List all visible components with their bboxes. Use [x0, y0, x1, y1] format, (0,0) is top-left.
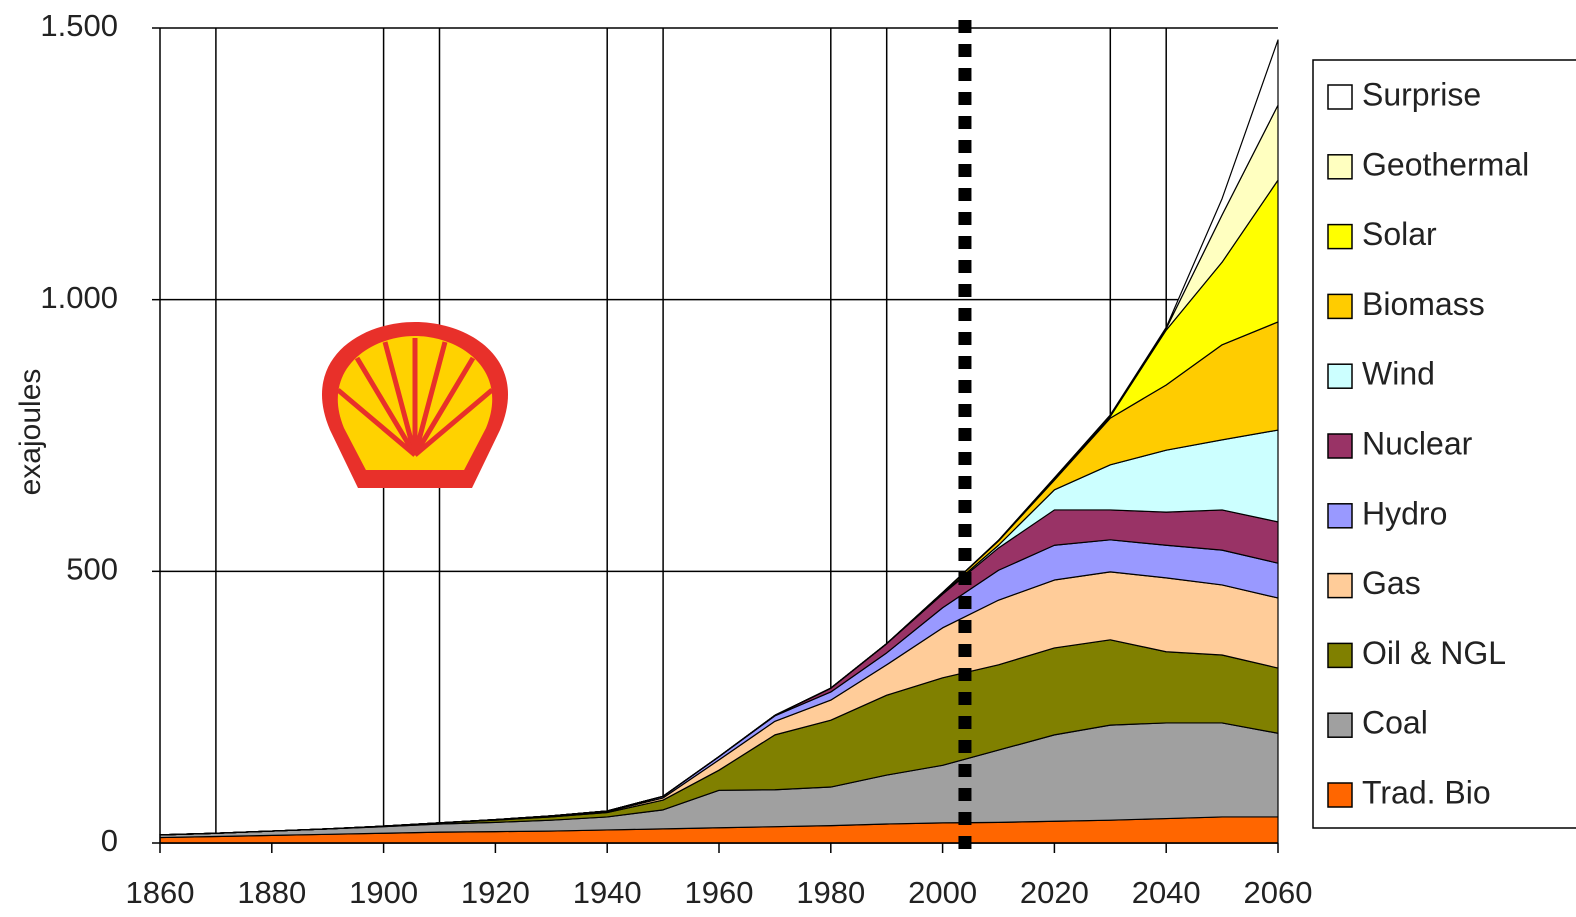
axes: 0 500 1.000 1.500 1860 1880 1900 1920 1940 1960 19… — [40, 8, 1312, 910]
y-tick-label: 500 — [66, 552, 118, 587]
area — [159, 39, 1279, 836]
legend-swatch — [1327, 223, 1353, 250]
x-tick-label: 1960 — [685, 875, 754, 910]
x-tick-label: 2060 — [1244, 875, 1313, 910]
logo-ribs — [336, 338, 494, 457]
legend-label: Wind — [1362, 356, 1435, 392]
x-tick-label: 2040 — [1132, 875, 1201, 910]
x-tick-label: 1940 — [573, 875, 642, 910]
y-axis-label: exajoules — [14, 369, 47, 496]
x-tick-label: 1900 — [349, 875, 418, 910]
legend-swatch — [1327, 363, 1353, 389]
legend-label: Hydro — [1362, 495, 1447, 531]
legend-label: Nuclear — [1362, 425, 1473, 461]
legend-swatch — [1327, 642, 1353, 669]
legend-label: Trad. Bio — [1362, 774, 1491, 810]
legend-swatch — [1327, 84, 1353, 110]
legend-swatch — [1327, 572, 1353, 599]
x-tick-label: 1980 — [796, 875, 865, 910]
y-tick-label: 1.500 — [40, 8, 118, 43]
legend-box — [1312, 59, 1576, 829]
legend-label: Solar — [1362, 216, 1437, 252]
legend-label: Oil & NGL — [1362, 635, 1506, 671]
logo-base — [356, 470, 474, 484]
legend-label: Biomass — [1362, 286, 1485, 322]
legend-label: Coal — [1362, 705, 1428, 741]
y-tick-label: 1.000 — [40, 280, 118, 315]
x-tick-label: 1880 — [237, 875, 306, 910]
legend-swatch — [1327, 712, 1353, 738]
y-tick-label: 0 — [101, 823, 118, 858]
legend-swatch — [1327, 433, 1353, 459]
legend-label: Surprise — [1362, 76, 1481, 112]
legend-label: Geothermal — [1362, 146, 1529, 182]
legend-swatch — [1327, 782, 1353, 808]
x-tick-label: 2000 — [908, 875, 977, 910]
x-tick-label: 2020 — [1020, 875, 1089, 910]
x-tick-label: 1920 — [461, 875, 530, 910]
shell-logo — [321, 322, 509, 488]
legend-swatch — [1327, 293, 1353, 320]
legend: Surprise Geothermal Solar Biomass Wind Nuclea… — [1327, 76, 1529, 810]
legend-label: Gas — [1362, 565, 1421, 601]
areas — [159, 39, 1279, 844]
x-tick-label: 1860 — [126, 875, 195, 910]
legend-swatch — [1327, 154, 1353, 180]
legend-swatch — [1327, 503, 1353, 529]
